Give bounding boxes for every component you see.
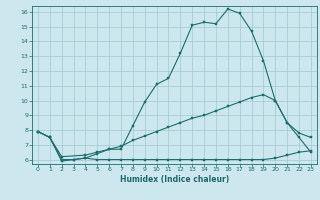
X-axis label: Humidex (Indice chaleur): Humidex (Indice chaleur): [120, 175, 229, 184]
